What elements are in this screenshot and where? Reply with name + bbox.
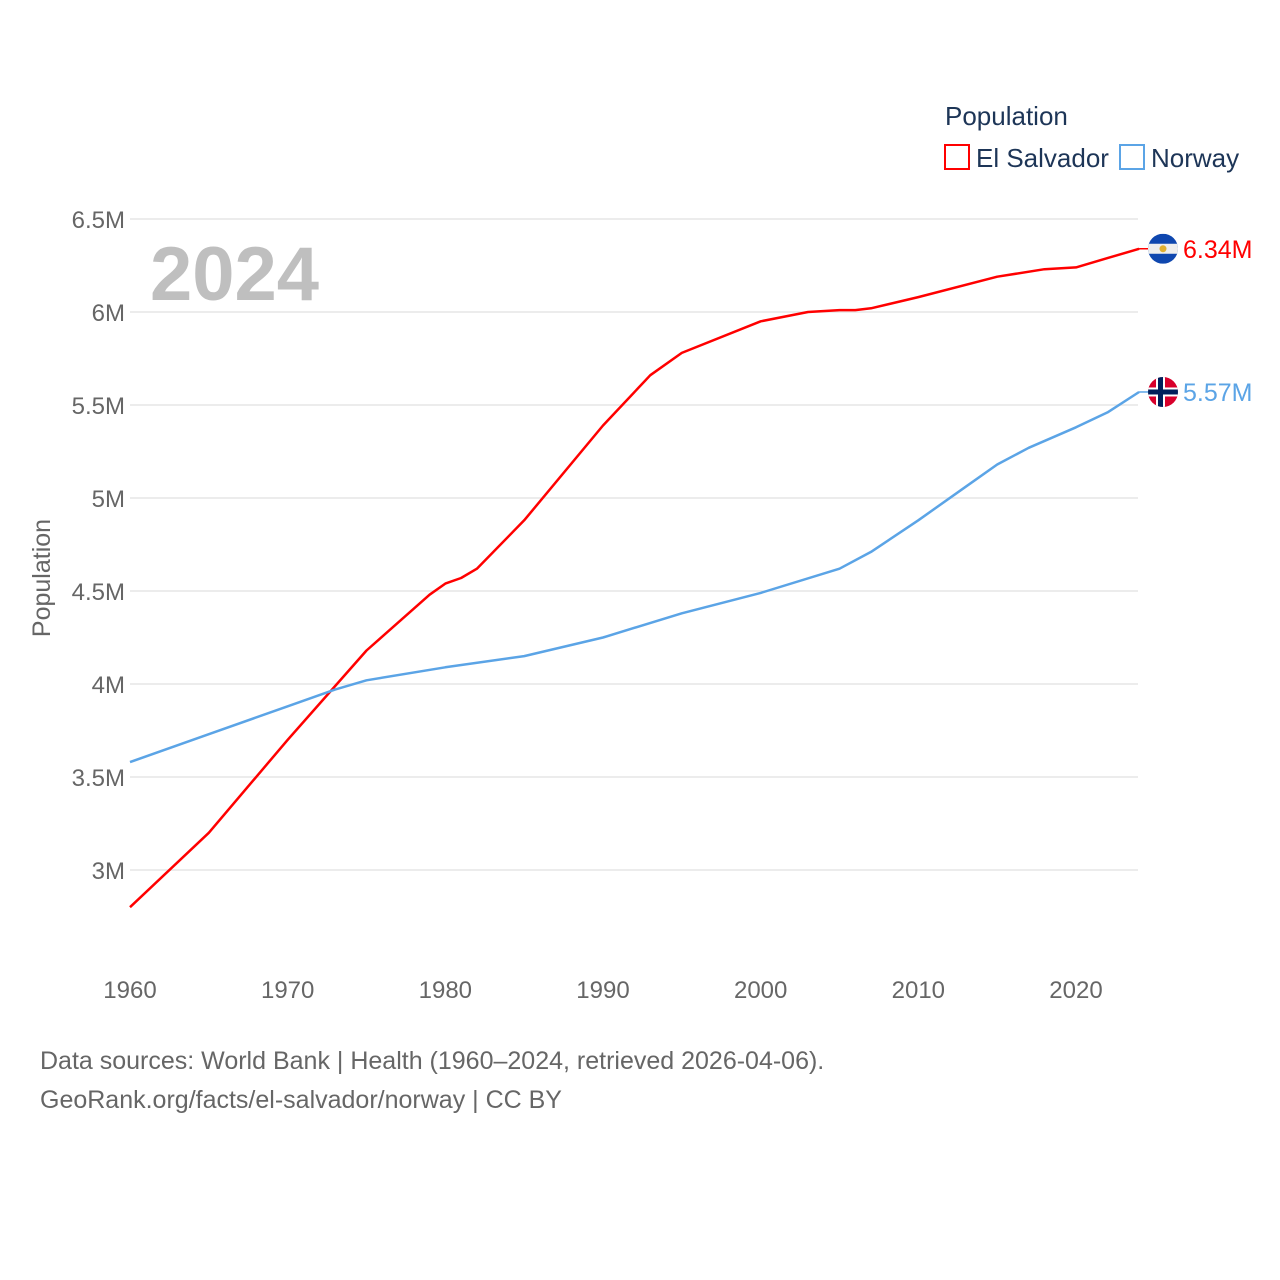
x-tick-label: 1980 (419, 977, 472, 1004)
year-label: 2024 (150, 232, 319, 317)
y-tick-label: 3M (92, 858, 125, 885)
norway-flag-icon (1148, 376, 1178, 407)
y-axis-ticks: 3M 3.5M 4M 4.5M 5M 5.5M 6M 6.5M (72, 207, 125, 885)
x-tick-label: 1970 (261, 977, 314, 1004)
legend-title: Population (945, 101, 1068, 131)
y-tick-label: 6.5M (72, 207, 125, 234)
y-tick-label: 5.5M (72, 393, 125, 420)
x-axis-ticks: 1960 1970 1980 1990 2000 2010 2020 (103, 977, 1102, 1004)
y-tick-label: 4.5M (72, 579, 125, 606)
y-axis-label: Population (28, 519, 56, 637)
legend-swatch (944, 144, 970, 170)
y-tick-label: 4M (92, 672, 125, 699)
x-tick-label: 2010 (892, 977, 945, 1004)
end-value-label: 6.34M (1183, 236, 1252, 264)
series-lines: 6.34M 5.57M (129, 233, 1252, 909)
source-link[interactable]: GeoRank.org/facts/el-salvador/norway | C… (40, 1086, 562, 1114)
legend-label: El Salvador (976, 143, 1109, 173)
legend-item-el-salvador[interactable]: El Salvador (944, 143, 1109, 173)
x-tick-label: 2020 (1049, 977, 1102, 1004)
legend-item-norway[interactable]: Norway (1119, 143, 1239, 173)
series-line-norway (129, 390, 1140, 764)
series-line-el-salvador (129, 247, 1140, 909)
legend-swatch (1119, 144, 1145, 170)
x-tick-label: 1960 (103, 977, 156, 1004)
x-tick-label: 2000 (734, 977, 787, 1004)
y-tick-label: 3.5M (72, 765, 125, 792)
legend: Population El Salvador Norway (944, 101, 1239, 173)
y-tick-label: 6M (92, 300, 125, 327)
gridlines (130, 218, 1138, 871)
x-tick-label: 1990 (576, 977, 629, 1004)
source-note: Data sources: World Bank | Health (1960–… (40, 1047, 824, 1075)
el-salvador-flag-icon (1148, 233, 1178, 264)
y-tick-label: 5M (92, 486, 125, 513)
end-value-label: 5.57M (1183, 379, 1252, 407)
legend-label: Norway (1151, 143, 1239, 173)
